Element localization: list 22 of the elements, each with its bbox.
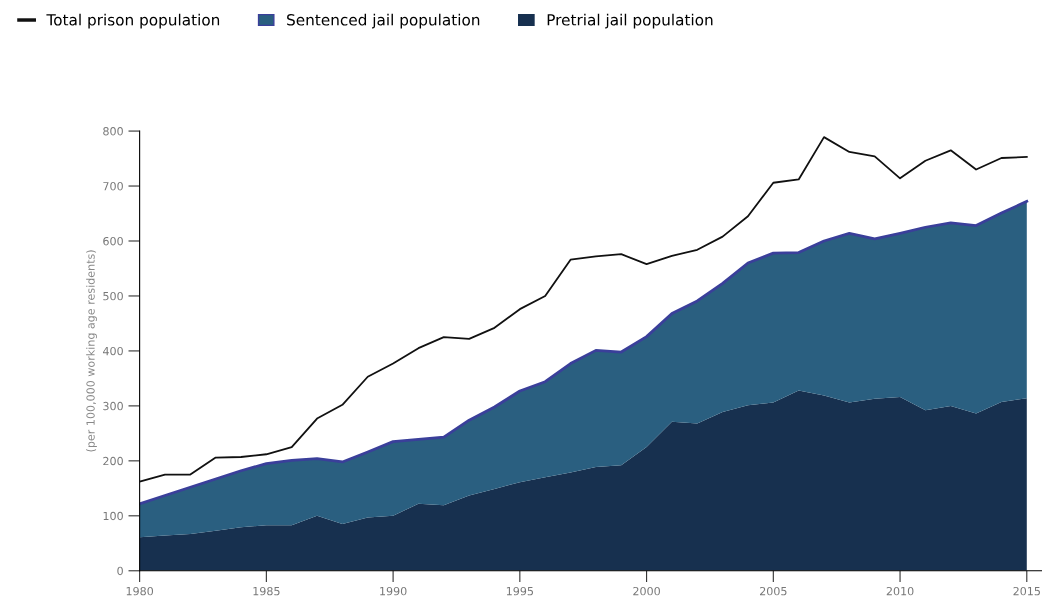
x-tick-label: 2000 <box>633 586 660 596</box>
x-tick-label: 1985 <box>253 586 280 596</box>
y-tick-label: 300 <box>103 401 123 411</box>
line-series <box>139 136 1028 483</box>
y-tick-label: 0 <box>117 566 123 576</box>
y-tick-label: 600 <box>103 236 123 246</box>
legend-label: Total prison population <box>46 13 220 29</box>
x-tick-label: 2015 <box>1013 586 1040 596</box>
y-tick-label: 500 <box>103 291 123 301</box>
y-tick-label: 100 <box>103 511 123 521</box>
x-tick-label: 1980 <box>126 586 154 596</box>
y-tick-label: 200 <box>103 456 123 466</box>
x-tick-label: 1990 <box>380 586 407 596</box>
legend-label: Sentenced jail population <box>287 13 480 29</box>
x-tick-label: 2005 <box>759 586 787 596</box>
x-tick-label: 2010 <box>886 586 914 596</box>
y-tick-label: 400 <box>102 346 123 356</box>
y-tick-label: 800 <box>103 127 123 136</box>
x-tick-label: 1995 <box>506 586 534 596</box>
legend-label: Pretrial jail population <box>547 13 713 29</box>
y-axis-title: (per 100,000 working age residents) <box>86 250 97 452</box>
y-tick-label: 700 <box>103 182 123 191</box>
